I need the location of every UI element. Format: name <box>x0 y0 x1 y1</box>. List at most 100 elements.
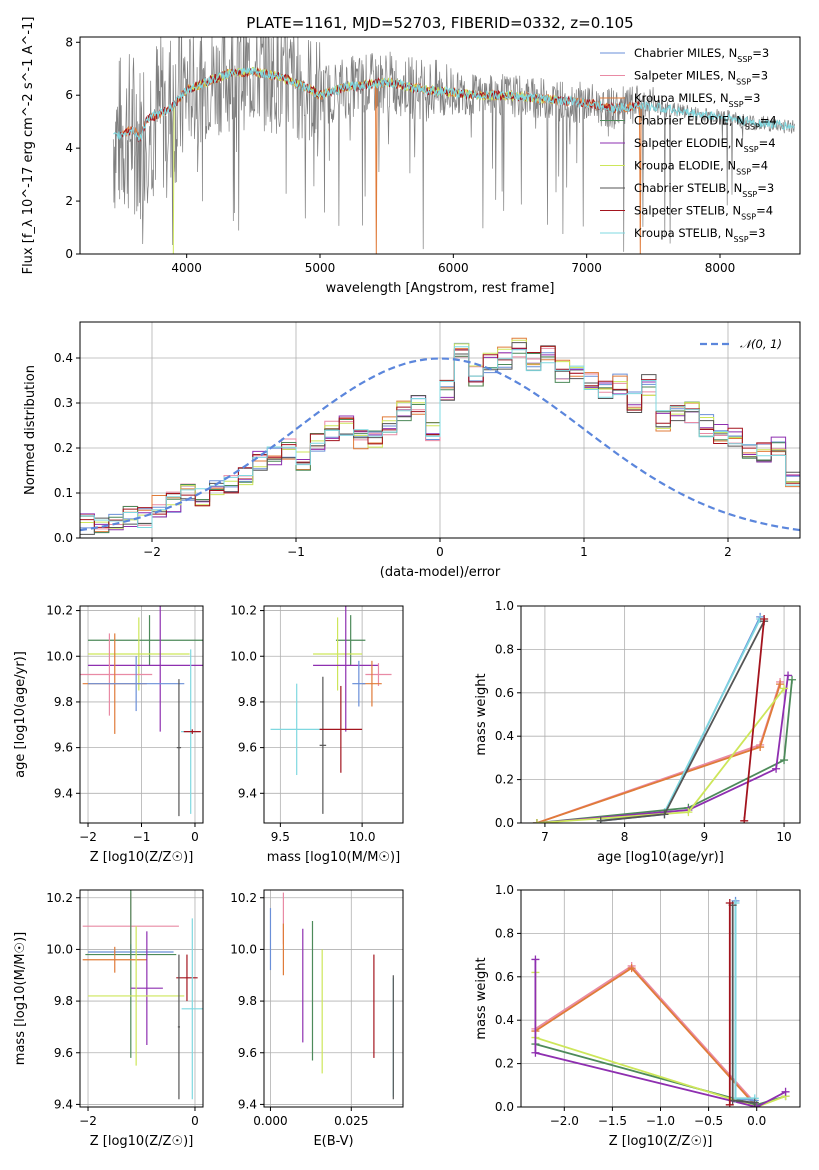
y-axis-label: age [log10(age/yr)] <box>13 651 28 778</box>
legend-label: Kroupa STELIB, NSSP=3 <box>634 226 765 244</box>
x-axis-label: mass [log10(M/M☉)] <box>267 850 400 865</box>
residual-histogram <box>80 346 800 528</box>
y-tick-label: 9.8 <box>54 994 73 1008</box>
y-tick-label: 8 <box>65 35 73 49</box>
y-tick-label: 0.8 <box>495 642 514 656</box>
y-tick-label: 10.2 <box>46 891 73 905</box>
x-tick-label: −1 <box>133 830 151 844</box>
x-tick-label: 9 <box>701 830 709 844</box>
weight-marker <box>752 1103 761 1107</box>
y-tick-label: 0.0 <box>495 816 514 830</box>
legend-label: Chabrier MILES, NSSP=3 <box>634 46 769 64</box>
weight-marker <box>781 1087 790 1096</box>
y-tick-label: 10.0 <box>46 649 73 663</box>
y-tick-label: 9.8 <box>238 994 257 1008</box>
residual-histogram <box>80 342 800 535</box>
x-tick-label: −1.0 <box>646 1114 675 1128</box>
x-tick-label: 7000 <box>571 261 602 275</box>
y-tick-label: 0.2 <box>54 441 73 455</box>
weight-line <box>734 903 755 1100</box>
weight-line <box>534 959 787 1107</box>
y-axis-label: Normed distribution <box>23 365 38 495</box>
x-axis-label: Z [log10(Z/Z☉)] <box>90 850 194 865</box>
weight-line <box>536 683 781 823</box>
weight-line <box>534 964 758 1106</box>
x-tick-label: 4000 <box>171 261 202 275</box>
y-tick-label: 9.6 <box>54 1046 73 1060</box>
y-tick-label: 10.2 <box>230 604 257 618</box>
legend-label: Chabrier ELODIE, NSSP=4 <box>634 114 777 132</box>
weight-marker <box>740 816 749 823</box>
y-tick-label: 10.0 <box>230 942 257 956</box>
residuals-plot <box>80 337 800 535</box>
weight-marker <box>772 764 781 773</box>
y-tick-label: 10.2 <box>46 604 73 618</box>
y-tick-label: 0.1 <box>54 486 73 500</box>
y-tick-label: 9.8 <box>54 695 73 709</box>
residuals-axes: −2 −1 0 1 2 0.0 0.1 0.2 0.3 0.4 (data-model)/error… <box>23 321 801 580</box>
x-axis-label: wavelength [Angstrom, rest frame] <box>326 281 555 296</box>
weight-line <box>536 679 793 823</box>
weight-marker <box>660 810 669 819</box>
legend-label: Salpeter STELIB, NSSP=4 <box>634 204 773 222</box>
x-tick-label: −1 <box>287 545 305 559</box>
weight-marker <box>532 819 541 823</box>
y-tick-label: 10.0 <box>230 649 257 663</box>
axes-frame <box>520 889 801 1108</box>
legend-label: 𝒩(0, 1) <box>740 337 782 351</box>
y-tick-label: 1.0 <box>495 883 514 897</box>
x-tick-label: −2 <box>79 1114 97 1128</box>
y-tick-label: 0.6 <box>495 970 514 984</box>
age-vs-mass-plot <box>270 606 392 814</box>
y-tick-label: 0.4 <box>495 729 514 743</box>
weight-marker <box>784 671 793 680</box>
x-axis-label: (data-model)/error <box>380 565 501 580</box>
weight-marker <box>780 756 789 765</box>
y-tick-label: 9.6 <box>238 741 257 755</box>
x-tick-label: 8 <box>621 830 629 844</box>
weight-vs-Z-plot <box>531 896 790 1107</box>
age-vs-mass-axes: 9.5 10.0 9.4 9.6 9.8 10.0 10.2 mass [log10(M/M☉… <box>230 604 404 865</box>
legend-label: Salpeter ELODIE, NSSP=4 <box>634 136 776 154</box>
x-tick-label: 0.025 <box>334 1114 368 1128</box>
weight-vs-age-plot <box>532 612 797 823</box>
legend-label: Kroupa ELODIE, NSSP=4 <box>634 159 768 177</box>
x-tick-label: 0.000 <box>253 1114 287 1128</box>
y-tick-label: 0.4 <box>495 1013 514 1027</box>
x-axis-label: E(B-V) <box>313 1134 353 1149</box>
weight-marker <box>788 675 797 684</box>
y-tick-label: 6 <box>65 88 73 102</box>
x-tick-label: 1 <box>580 545 588 559</box>
weight-line <box>734 900 755 1102</box>
x-tick-label: 0 <box>191 1114 199 1128</box>
weight-marker <box>780 684 789 693</box>
x-tick-label: 2 <box>724 545 732 559</box>
y-tick-label: 1.0 <box>495 599 514 613</box>
x-tick-label: −1.5 <box>598 1114 627 1128</box>
x-tick-label: −2.0 <box>550 1114 579 1128</box>
y-tick-label: 10.2 <box>230 891 257 905</box>
y-tick-label: 4 <box>65 141 73 155</box>
axes-frame <box>520 605 801 824</box>
y-axis-label: mass weight <box>474 673 489 755</box>
observed-spectrum <box>112 37 795 252</box>
residual-histogram <box>80 342 800 533</box>
axes-frame <box>263 605 404 824</box>
weight-marker <box>627 964 636 973</box>
weight-marker <box>725 1100 734 1107</box>
weight-marker <box>725 899 734 908</box>
spectrum-legend: Chabrier MILES, NSSP=3 Salpeter MILES, NS… <box>600 46 777 244</box>
y-tick-label: 0.3 <box>54 396 73 410</box>
x-axis-label: age [log10(age/yr)] <box>597 850 724 865</box>
y-tick-label: 2 <box>65 194 73 208</box>
legend-label: Chabrier STELIB, NSSP=3 <box>634 181 774 199</box>
weight-marker <box>596 816 605 823</box>
legend-label: Kroupa MILES, NSSP=3 <box>634 91 760 109</box>
weight-vs-Z-axes: −2.0 −1.5 −1.0 −0.5 0.0 0.0 0.2 0.4 0.6 0.8 1.0 Z [… <box>474 883 801 1149</box>
spectrum-plot <box>112 37 795 254</box>
weight-marker <box>684 808 693 817</box>
model-spectrum <box>113 67 795 142</box>
x-tick-label: 6000 <box>438 261 469 275</box>
weight-line <box>536 675 789 823</box>
